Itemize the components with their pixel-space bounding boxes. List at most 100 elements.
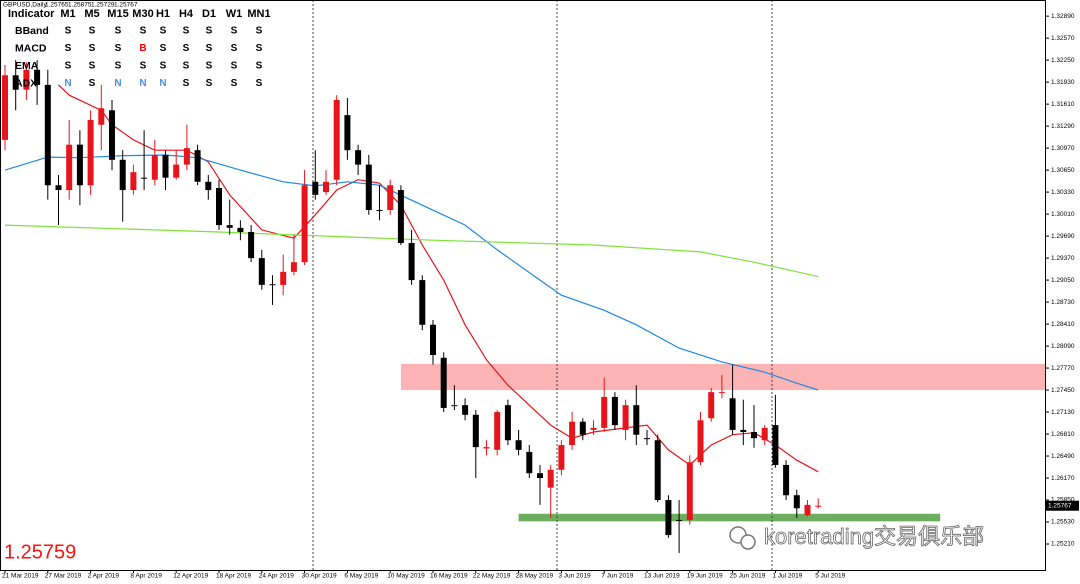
- table-row-name: BBand: [15, 25, 49, 37]
- candle-body: [793, 495, 800, 509]
- candle-body: [269, 284, 276, 286]
- candle-body: [237, 227, 244, 232]
- candle-body: [718, 392, 725, 394]
- table-signal: S: [256, 43, 263, 54]
- candle-body: [376, 209, 383, 211]
- table-column: W1: [226, 8, 243, 20]
- candle-body: [119, 159, 126, 191]
- y-tick-label: 1.31290: [1051, 123, 1075, 130]
- candle-body: [440, 357, 447, 408]
- candle-body: [579, 421, 586, 435]
- table-column: H1: [156, 8, 170, 20]
- candle-body: [44, 84, 51, 186]
- candle-body: [333, 100, 340, 180]
- table-signal: S: [206, 26, 213, 37]
- candle-body: [280, 271, 287, 285]
- y-tick-label: 1.26490: [1051, 453, 1075, 460]
- y-tick-label: 1.29050: [1051, 277, 1075, 284]
- y-tick-label: 1.32890: [1051, 13, 1075, 20]
- table-signal: S: [183, 26, 190, 37]
- symbol-line: GBPUSD,Daily 1.25765 1.25875 1.25729 1.2…: [3, 2, 138, 9]
- table-column: M5: [84, 8, 99, 20]
- candle-body: [729, 398, 736, 430]
- candle-body: [558, 445, 565, 470]
- x-tick-label: 7 Jun 2019: [601, 573, 634, 580]
- plot-frame: [0, 0, 1046, 571]
- table-signal: S: [89, 43, 96, 54]
- table-signal: N: [114, 78, 121, 89]
- table-signal: S: [183, 78, 190, 89]
- table-row-name: ADX: [15, 77, 37, 89]
- table-column: M15: [107, 8, 128, 20]
- last-price-label: 1.25767: [1048, 502, 1072, 509]
- candle-body: [205, 181, 212, 191]
- moving-average: [4, 154, 819, 391]
- candle-body: [772, 425, 779, 465]
- candle-body: [644, 438, 650, 440]
- last-high: 1.25875: [68, 2, 92, 9]
- y-tick-label: 1.30650: [1051, 167, 1075, 174]
- watermark-text: koretrading交易俱乐部: [764, 524, 984, 549]
- table-title: Indicator: [8, 8, 55, 20]
- candle-body: [355, 150, 362, 165]
- candle-body: [12, 75, 19, 90]
- candle-body: [323, 181, 329, 193]
- watermark: koretrading交易俱乐部: [729, 523, 984, 550]
- y-tick-label: 1.27130: [1051, 409, 1075, 416]
- candle-body: [601, 396, 608, 428]
- candle-body: [226, 225, 233, 228]
- last-price-box: [1046, 500, 1079, 511]
- x-tick-label: 21 Mar 2019: [2, 573, 39, 580]
- x-tick-label: 6 May 2019: [344, 573, 378, 580]
- table-row-name: EMA: [15, 60, 39, 72]
- candle-body: [654, 440, 661, 501]
- y-tick-label: 1.25530: [1051, 519, 1075, 526]
- table-signal: N: [159, 78, 166, 89]
- candle-body: [312, 181, 319, 195]
- candle-body: [526, 451, 533, 474]
- table-column: M1: [60, 8, 75, 20]
- candle-body: [633, 405, 640, 435]
- candle-body: [183, 148, 190, 165]
- price-zone: [518, 513, 941, 522]
- table-signal: S: [160, 61, 167, 72]
- y-tick-label: 1.31610: [1051, 101, 1075, 108]
- y-tick-label: 1.29690: [1051, 233, 1075, 240]
- candle-body: [472, 414, 479, 448]
- x-tick-label: 13 Jun 2019: [644, 573, 680, 580]
- x-tick-label: 5 Jul 2019: [815, 573, 845, 580]
- y-tick-label: 1.26810: [1051, 431, 1075, 438]
- x-tick-label: 3 Jun 2019: [558, 573, 591, 580]
- table-signal: S: [140, 61, 147, 72]
- candle-body: [611, 396, 618, 426]
- candle-body: [23, 69, 30, 90]
- x-tick-label: 2 Apr 2019: [88, 573, 120, 580]
- y-tick-label: 1.26170: [1051, 475, 1075, 482]
- table-signal: S: [160, 43, 167, 54]
- x-tick-label: 16 May 2019: [430, 573, 468, 580]
- y-tick-label: 1.30010: [1051, 211, 1075, 218]
- candle-body: [98, 108, 105, 125]
- candle-body: [590, 427, 597, 430]
- candle-body: [290, 262, 297, 272]
- y-tick-label: 1.29370: [1051, 255, 1075, 262]
- candle-body: [216, 187, 222, 226]
- table-signal: S: [160, 26, 167, 37]
- y-tick-label: 1.31930: [1051, 79, 1075, 86]
- last-close: 1.25767: [114, 2, 138, 9]
- candle-body: [248, 231, 255, 259]
- candles: [2, 60, 822, 553]
- table-signal: S: [206, 61, 213, 72]
- x-tick-label: 1 Jul 2019: [772, 573, 802, 580]
- candle-body: [537, 473, 543, 479]
- candle-body: [387, 185, 394, 210]
- table-signal: S: [256, 61, 263, 72]
- candle-body: [151, 154, 158, 180]
- table-column: D1: [202, 8, 216, 20]
- price-zone: [400, 363, 1045, 391]
- candle-body: [430, 324, 436, 356]
- candle-body: [622, 405, 629, 430]
- candle-body: [697, 420, 704, 463]
